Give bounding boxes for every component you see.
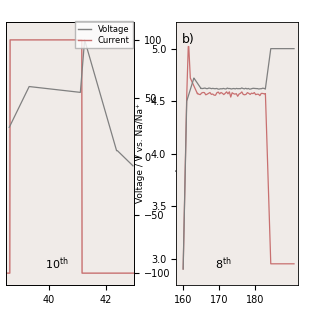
Text: 8$^{\mathregular{th}}$: 8$^{\mathregular{th}}$ (215, 256, 231, 272)
Legend: Voltage, Current: Voltage, Current (75, 21, 133, 49)
Y-axis label: Voltage / V vs. Na/Na⁺: Voltage / V vs. Na/Na⁺ (136, 104, 145, 204)
Text: b): b) (182, 33, 195, 46)
Text: 10$^{\mathregular{th}}$: 10$^{\mathregular{th}}$ (45, 256, 68, 272)
Y-axis label: Current / μA: Current / μA (174, 126, 183, 181)
